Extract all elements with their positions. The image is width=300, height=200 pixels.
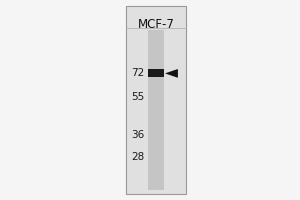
FancyBboxPatch shape <box>148 64 164 66</box>
FancyBboxPatch shape <box>148 92 164 94</box>
FancyBboxPatch shape <box>148 48 164 50</box>
FancyBboxPatch shape <box>148 86 164 88</box>
FancyBboxPatch shape <box>148 186 164 188</box>
FancyBboxPatch shape <box>148 124 164 126</box>
FancyBboxPatch shape <box>148 96 164 98</box>
FancyBboxPatch shape <box>148 126 164 128</box>
FancyBboxPatch shape <box>148 134 164 136</box>
FancyBboxPatch shape <box>148 152 164 154</box>
FancyBboxPatch shape <box>148 60 164 62</box>
Text: MCF-7: MCF-7 <box>138 18 174 31</box>
FancyBboxPatch shape <box>148 182 164 184</box>
FancyBboxPatch shape <box>148 162 164 164</box>
FancyBboxPatch shape <box>148 136 164 138</box>
FancyBboxPatch shape <box>148 114 164 116</box>
FancyBboxPatch shape <box>148 110 164 112</box>
FancyBboxPatch shape <box>148 70 164 72</box>
FancyBboxPatch shape <box>148 176 164 178</box>
FancyBboxPatch shape <box>148 172 164 174</box>
FancyBboxPatch shape <box>148 106 164 108</box>
FancyBboxPatch shape <box>148 188 164 190</box>
FancyBboxPatch shape <box>148 118 164 120</box>
FancyBboxPatch shape <box>148 50 164 52</box>
Text: 55: 55 <box>131 92 145 102</box>
FancyBboxPatch shape <box>148 98 164 100</box>
FancyBboxPatch shape <box>148 88 164 90</box>
FancyBboxPatch shape <box>148 42 164 44</box>
FancyBboxPatch shape <box>148 74 164 76</box>
FancyBboxPatch shape <box>148 122 164 124</box>
FancyBboxPatch shape <box>148 68 164 70</box>
FancyBboxPatch shape <box>148 32 164 34</box>
FancyBboxPatch shape <box>148 128 164 130</box>
FancyBboxPatch shape <box>148 69 164 77</box>
FancyBboxPatch shape <box>148 46 164 48</box>
FancyBboxPatch shape <box>148 66 164 68</box>
FancyBboxPatch shape <box>148 180 164 182</box>
FancyBboxPatch shape <box>148 140 164 142</box>
FancyBboxPatch shape <box>148 164 164 166</box>
FancyBboxPatch shape <box>148 38 164 40</box>
Text: 36: 36 <box>131 130 145 140</box>
FancyBboxPatch shape <box>148 104 164 106</box>
FancyBboxPatch shape <box>148 40 164 42</box>
FancyBboxPatch shape <box>148 30 164 190</box>
FancyBboxPatch shape <box>148 178 164 180</box>
FancyBboxPatch shape <box>148 168 164 170</box>
FancyBboxPatch shape <box>148 130 164 132</box>
FancyBboxPatch shape <box>148 112 164 114</box>
FancyBboxPatch shape <box>148 100 164 102</box>
FancyBboxPatch shape <box>148 160 164 162</box>
FancyBboxPatch shape <box>148 170 164 172</box>
FancyBboxPatch shape <box>148 58 164 60</box>
FancyBboxPatch shape <box>148 90 164 92</box>
FancyBboxPatch shape <box>126 6 186 194</box>
FancyBboxPatch shape <box>148 82 164 84</box>
FancyBboxPatch shape <box>148 52 164 54</box>
FancyBboxPatch shape <box>148 156 164 158</box>
FancyBboxPatch shape <box>148 76 164 78</box>
FancyBboxPatch shape <box>148 94 164 96</box>
FancyBboxPatch shape <box>148 146 164 148</box>
FancyBboxPatch shape <box>148 150 164 152</box>
FancyBboxPatch shape <box>148 36 164 38</box>
FancyBboxPatch shape <box>148 62 164 64</box>
FancyBboxPatch shape <box>148 54 164 56</box>
FancyBboxPatch shape <box>148 102 164 104</box>
FancyBboxPatch shape <box>148 132 164 134</box>
FancyBboxPatch shape <box>148 72 164 74</box>
FancyBboxPatch shape <box>148 56 164 58</box>
FancyBboxPatch shape <box>148 44 164 46</box>
FancyBboxPatch shape <box>148 154 164 156</box>
FancyBboxPatch shape <box>148 144 164 146</box>
Text: 28: 28 <box>131 152 145 162</box>
FancyBboxPatch shape <box>148 138 164 140</box>
FancyBboxPatch shape <box>148 108 164 110</box>
FancyBboxPatch shape <box>148 148 164 150</box>
FancyBboxPatch shape <box>148 166 164 168</box>
FancyBboxPatch shape <box>148 84 164 86</box>
FancyBboxPatch shape <box>148 34 164 36</box>
FancyBboxPatch shape <box>148 30 164 32</box>
FancyBboxPatch shape <box>148 142 164 144</box>
FancyBboxPatch shape <box>148 120 164 122</box>
FancyBboxPatch shape <box>148 158 164 160</box>
Polygon shape <box>165 69 178 78</box>
FancyBboxPatch shape <box>148 116 164 118</box>
FancyBboxPatch shape <box>148 78 164 80</box>
FancyBboxPatch shape <box>148 80 164 82</box>
FancyBboxPatch shape <box>148 174 164 176</box>
Text: 72: 72 <box>131 68 145 78</box>
FancyBboxPatch shape <box>148 184 164 186</box>
